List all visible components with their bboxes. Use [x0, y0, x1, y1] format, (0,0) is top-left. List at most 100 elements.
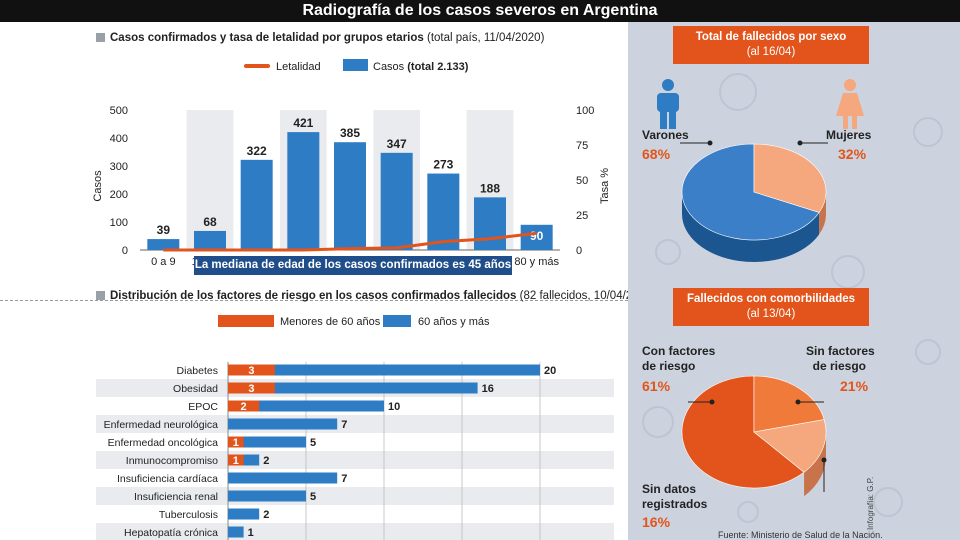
- y-tick-label: 0: [122, 245, 128, 257]
- legend-over60-label: 60 años y más: [418, 316, 490, 328]
- over60-bar: [228, 400, 384, 412]
- over60-value-label: 16: [482, 383, 494, 395]
- casos-value-label: 385: [340, 126, 360, 140]
- female-person-icon: [836, 79, 864, 129]
- y-axis-label: Casos: [92, 170, 104, 202]
- over60-value-label: 7: [341, 419, 347, 431]
- risk-category-label: Inmunocompromiso: [126, 455, 218, 467]
- age-band: [186, 110, 234, 250]
- over60-bar: [228, 526, 244, 538]
- sex-panel-title-line2: (al 16/04): [746, 46, 796, 58]
- without-factors-pct: 21%: [840, 378, 869, 394]
- credit-note: Infografía: G.P.: [866, 476, 875, 530]
- under60-bar: [228, 436, 244, 448]
- over60-value-label: 1: [248, 527, 254, 539]
- risk-row-band: [96, 487, 614, 505]
- over60-value-label: 2: [263, 509, 269, 521]
- y-tick-label: 200: [110, 189, 128, 201]
- casos-bar: [334, 142, 366, 250]
- risk-row-band: [96, 415, 614, 433]
- under60-bar: [228, 364, 275, 376]
- over60-value-label: 5: [310, 437, 316, 449]
- over60-bar: [228, 436, 306, 448]
- over60-bar: [228, 508, 260, 520]
- female-leader-dot: [797, 140, 803, 146]
- casos-value-label: 90: [530, 229, 544, 243]
- right-panel: Total de fallecidos por sexo (al 16/04) …: [628, 22, 960, 540]
- casos-bar: [194, 230, 226, 250]
- risk-category-label: Tuberculosis: [159, 509, 218, 521]
- casos-value-label: 188: [480, 181, 500, 195]
- age-chart-title: Casos confirmados y tasa de letalidad po…: [96, 32, 544, 44]
- sex-pie-chart: [680, 140, 828, 262]
- casos-value-label: 68: [203, 215, 217, 229]
- over60-bar: [228, 364, 540, 376]
- comorbidity-pie-chart: [681, 375, 827, 497]
- no-data-leader-dot: [821, 457, 827, 463]
- sex-panel-title: Total de fallecidos por sexo (al 16/04): [673, 26, 869, 64]
- under60-value-label: 3: [248, 365, 254, 377]
- casos-bar: [147, 239, 180, 250]
- pie-slice: [681, 143, 820, 241]
- under60-bar: [228, 382, 275, 394]
- under60-value-label: 3: [248, 383, 254, 395]
- left-panel: Casos confirmados y tasa de letalidad po…: [0, 22, 655, 540]
- casos-bar: [474, 197, 506, 250]
- x-tick-label: 80 y más: [514, 256, 559, 268]
- risk-category-label: Diabetes: [177, 365, 218, 377]
- y-right-tick-label: 50: [576, 175, 588, 187]
- with-factors-label-1: Con factores: [642, 344, 716, 358]
- casos-value-label: 273: [433, 158, 453, 172]
- age-chart-title-text: Casos confirmados y tasa de letalidad po…: [110, 32, 424, 44]
- y-right-tick-label: 0: [576, 245, 582, 257]
- without-factors-leader-dot: [795, 399, 801, 405]
- with-factors-label-2: de riesgo: [642, 359, 696, 373]
- median-note: La mediana de edad de los casos confirma…: [194, 256, 512, 275]
- source-note: Fuente: Ministerio de Salud de la Nación…: [718, 530, 883, 540]
- y-tick-label: 500: [110, 105, 128, 117]
- pie-slice: [753, 375, 825, 433]
- female-pct: 32%: [838, 146, 867, 162]
- comorb-panel-title: Fallecidos con comorbilidades (al 13/04): [673, 288, 869, 326]
- over60-bar: [228, 472, 338, 484]
- casos-value-label: 322: [247, 144, 267, 158]
- pie-side: [682, 192, 820, 262]
- casos-bar: [427, 173, 460, 250]
- risk-category-label: Enfermedad oncológica: [108, 437, 218, 449]
- y-tick-label: 300: [110, 161, 128, 173]
- over60-bar: [228, 490, 306, 502]
- legend-bar-label: Casos (total 2.133): [373, 61, 469, 73]
- y-right-tick-label: 75: [576, 140, 588, 152]
- x-tick-label: 0 a 9: [151, 256, 175, 268]
- risk-category-label: Obesidad: [173, 383, 218, 395]
- main-title: Radiografía de los casos severos en Arge…: [0, 0, 960, 22]
- y-axis-right-label: Tasa %: [599, 168, 611, 204]
- over60-value-label: 7: [341, 473, 347, 485]
- legend-bar-icon: [343, 59, 368, 71]
- y-tick-label: 400: [110, 133, 128, 145]
- over60-value-label: 10: [388, 401, 400, 413]
- legend-under60-icon: [218, 315, 274, 327]
- legend-under60-label: Menores de 60 años: [280, 316, 381, 328]
- risk-category-label: Insuficiencia renal: [134, 491, 218, 503]
- no-data-label-2: registrados: [642, 497, 708, 511]
- with-factors-label: Con factores de riesgo: [642, 344, 715, 374]
- risk-chart-subtitle: (82 fallecidos, 10/04/2020): [519, 290, 656, 302]
- risk-row-band: [96, 451, 614, 469]
- risk-row-band: [96, 523, 614, 540]
- male-label: Varones: [642, 128, 689, 142]
- under60-value-label: 1: [233, 437, 239, 449]
- letalidad-line: [163, 231, 537, 252]
- risk-bars: Diabetes 20 3 Obesidad 16 3 EPOC 10 2 Enfermedad …: [104, 364, 556, 539]
- over60-value-label: 5: [310, 491, 316, 503]
- no-data-label: Sin datos registrados: [642, 482, 707, 512]
- virus-background: [642, 73, 943, 523]
- sex-panel-title-line1: Total de fallecidos por sexo: [695, 31, 847, 43]
- casos-bar: [520, 224, 553, 250]
- comorb-panel-title-line1: Fallecidos con comorbilidades: [686, 293, 856, 305]
- casos-bar: [380, 152, 413, 250]
- male-pct: 68%: [642, 146, 671, 162]
- casos-value-label: 39: [157, 223, 171, 237]
- legend-over60-icon: [383, 315, 411, 327]
- risk-category-label: EPOC: [188, 401, 218, 413]
